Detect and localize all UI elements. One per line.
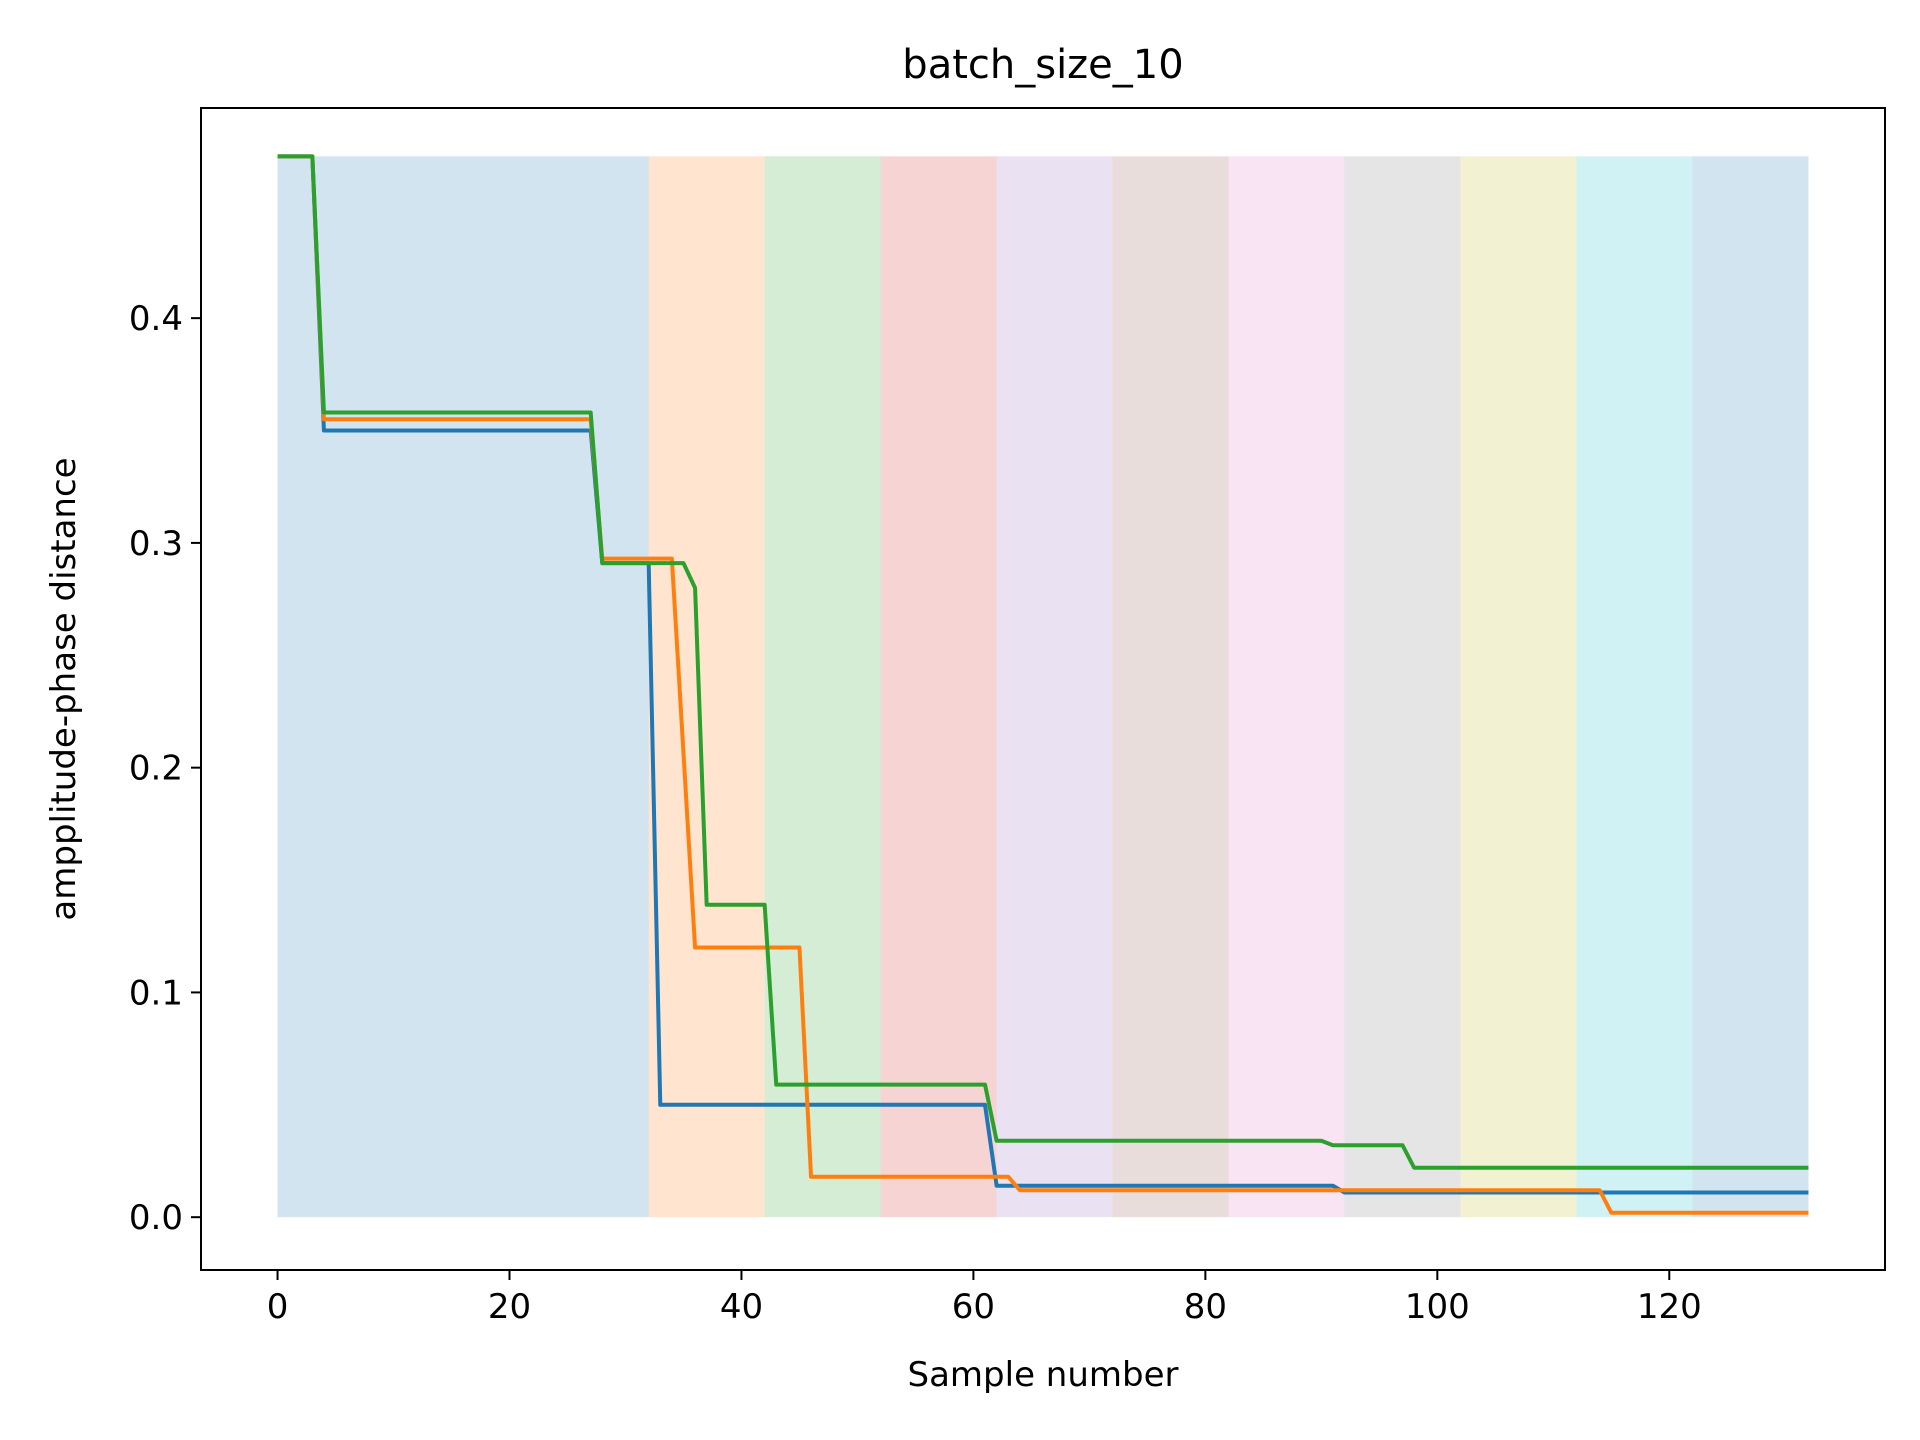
y-tick-label: 0.0	[129, 1198, 183, 1238]
shaded-region-1	[648, 156, 765, 1218]
x-tick-label: 60	[952, 1287, 995, 1327]
x-tick-label: 120	[1637, 1287, 1702, 1327]
shaded-region-5	[1112, 156, 1229, 1218]
shaded-regions	[277, 156, 1809, 1218]
y-tick-label: 0.4	[129, 299, 183, 339]
x-tick-label: 80	[1184, 1287, 1227, 1327]
y-tick-label: 0.2	[129, 749, 183, 789]
x-axis-ticks: 0 20 40 60 80 100 120	[267, 1270, 1702, 1327]
x-axis-title: Sample number	[908, 1355, 1179, 1395]
x-tick-label: 0	[267, 1287, 289, 1327]
shaded-region-8	[1460, 156, 1577, 1218]
x-tick-label: 20	[488, 1287, 531, 1327]
series-line-2	[277, 154, 1809, 1170]
plot-frame	[200, 107, 1886, 1271]
shaded-region-9	[1576, 156, 1693, 1218]
chart-title: batch_size_10	[902, 42, 1183, 88]
x-tick-label: 100	[1405, 1287, 1470, 1327]
x-tick-label: 40	[720, 1287, 763, 1327]
y-tick-label: 0.3	[129, 524, 183, 564]
series-lines	[277, 154, 1809, 1215]
shaded-region-3	[880, 156, 997, 1218]
shaded-region-6	[1228, 156, 1345, 1218]
shaded-region-0	[277, 156, 649, 1218]
shaded-region-4	[996, 156, 1113, 1218]
y-axis-title: ampplitude-phase distance	[44, 457, 84, 920]
shaded-region-10	[1692, 156, 1809, 1218]
shaded-region-2	[764, 156, 881, 1218]
y-tick-label: 0.1	[129, 973, 183, 1013]
series-line-1	[277, 154, 1809, 1215]
y-axis-ticks: 0.0 0.1 0.2 0.3 0.4	[129, 299, 201, 1238]
shaded-region-7	[1344, 156, 1461, 1218]
